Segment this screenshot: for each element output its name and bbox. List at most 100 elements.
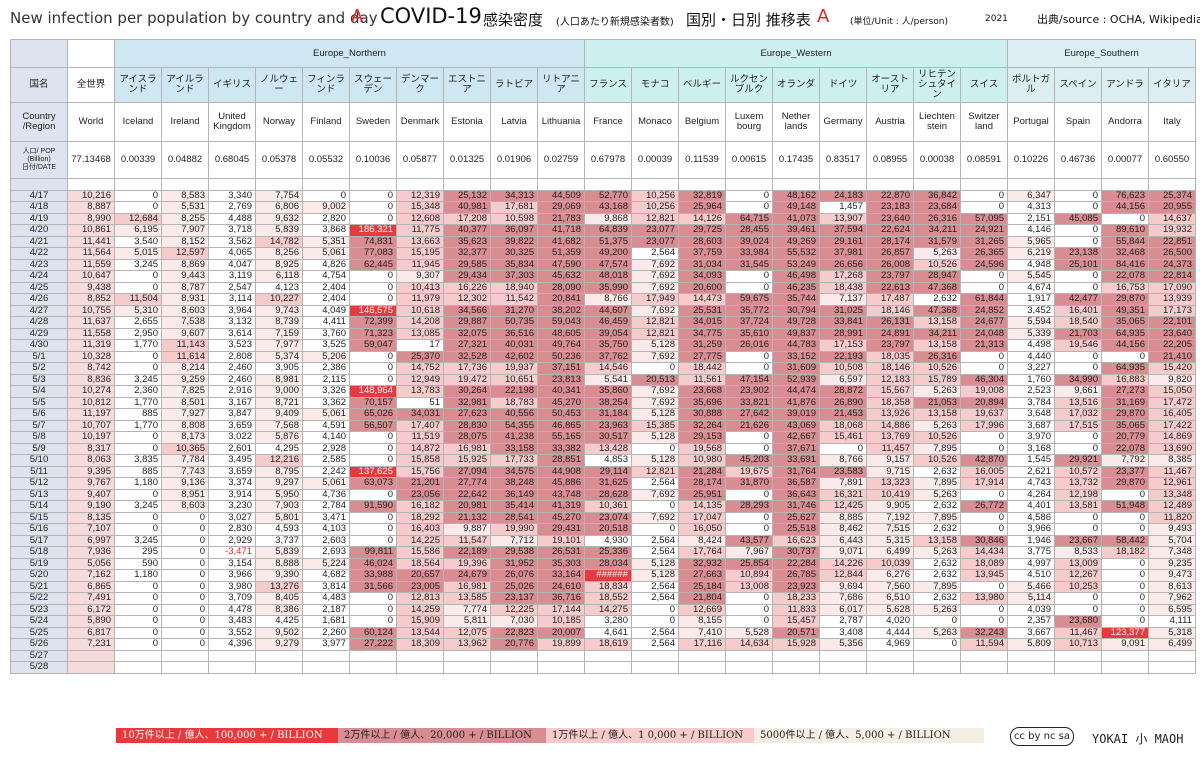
country-jp-row: 国名 全世界 アイスランド アイルランド イギリス ノルウェー フィンランド スウェーデン デン…	[10, 67, 1196, 103]
world-value: 8,135	[67, 511, 115, 524]
value-cell: 0	[725, 592, 773, 605]
value-cell: 5,015	[114, 247, 162, 260]
legend-level-4: 5000件以上 / 億人、5,000 + / BILLION	[754, 728, 984, 743]
value-cell: 2,564	[631, 546, 679, 559]
value-cell: 12,425	[819, 500, 867, 513]
pop-date-label: 人口/ POP (Billion) 日付/DATE	[10, 141, 68, 179]
world-value: 9,767	[67, 477, 115, 490]
value-cell: 2,632	[913, 569, 961, 582]
country-name-en: Monaco	[631, 102, 679, 142]
spacer-cell	[396, 178, 444, 191]
value-cell: 35,990	[584, 281, 632, 294]
value-cell: 21,132	[443, 511, 491, 524]
value-cell: 28,603	[678, 235, 726, 248]
value-cell: 1,180	[114, 569, 162, 582]
value-cell	[725, 649, 773, 662]
value-cell: 590	[114, 557, 162, 570]
value-cell: 41,319	[537, 500, 585, 513]
value-cell: 0	[349, 270, 397, 283]
value-cell: 48,605	[537, 327, 585, 340]
value-cell: 6,499	[1148, 638, 1196, 651]
value-cell: 0	[114, 638, 162, 651]
value-cell	[1101, 649, 1149, 662]
world-value: 10,197	[67, 431, 115, 444]
value-cell: 5,128	[631, 557, 679, 570]
country-pop: 0.05378	[255, 141, 303, 179]
value-cell: 0	[1054, 592, 1102, 605]
value-cell: 31,764	[772, 465, 820, 478]
value-cell: 2,404	[302, 293, 350, 306]
value-cell: 7,159	[255, 327, 303, 340]
value-cell: 7,712	[490, 534, 538, 547]
value-cell: 65,026	[349, 408, 397, 421]
region-row: Europe_Northern Europe_Western Europe_Sout…	[10, 39, 1196, 68]
value-cell: 46,498	[772, 270, 820, 283]
value-cell: 11,467	[1148, 465, 1196, 478]
corner-cell	[10, 39, 68, 68]
value-cell: 2,693	[302, 546, 350, 559]
value-cell: ######	[584, 569, 632, 582]
value-cell: 42,667	[772, 431, 820, 444]
value-cell: 8,214	[161, 362, 209, 375]
value-cell: 0	[725, 488, 773, 501]
value-cell: 51,359	[537, 247, 585, 260]
value-cell: 27,623	[443, 408, 491, 421]
value-cell: 10,419	[866, 488, 914, 501]
date-cell: 5/23	[10, 603, 68, 616]
value-cell: 20,894	[960, 396, 1008, 409]
value-cell: 0	[114, 201, 162, 214]
value-cell: 13,009	[1054, 557, 1102, 570]
value-cell: 14,637	[1148, 212, 1196, 225]
value-cell	[1054, 649, 1102, 662]
value-cell: 0	[725, 431, 773, 444]
value-cell: 2,632	[913, 523, 961, 536]
date-cell: 5/12	[10, 477, 68, 490]
value-cell: 0	[161, 569, 209, 582]
value-cell: 7,692	[631, 350, 679, 363]
value-cell: 7,692	[631, 396, 679, 409]
table-row: 5/9 8,317 0 10,365 2,601 4,295 2,928 0 14,872 16,…	[10, 442, 1196, 455]
value-cell: 28,628	[584, 488, 632, 501]
country-pop: 0.04882	[161, 141, 209, 179]
table-row: 4/20 10,861 6,195 7,907 3,718 5,839 3,868 186,3…	[10, 224, 1196, 237]
value-cell: 17,733	[490, 454, 538, 467]
value-cell: 14,434	[960, 546, 1008, 559]
value-cell: 18,146	[866, 304, 914, 317]
country-pop: 0.00077	[1101, 141, 1149, 179]
value-cell: 23,138	[1054, 247, 1102, 260]
value-cell: 10,526	[913, 362, 961, 375]
spacer-cell	[302, 178, 350, 191]
value-cell: 17,681	[490, 201, 538, 214]
value-cell: 3,980	[208, 580, 256, 593]
value-cell: 5,263	[913, 546, 961, 559]
value-cell: 2,115	[302, 373, 350, 386]
spacer-cell	[584, 178, 632, 191]
table-row: 5/10 8,063 3,835 7,784 3,495 12,216 2,585 0 15,8…	[10, 454, 1196, 467]
value-cell: 17,996	[960, 419, 1008, 432]
value-cell: 24,852	[960, 304, 1008, 317]
value-cell: 11,561	[678, 373, 726, 386]
value-cell: 23,640	[866, 212, 914, 225]
value-cell: 19,937	[490, 362, 538, 375]
value-cell: 47,574	[584, 258, 632, 271]
value-cell: 0	[960, 270, 1008, 283]
value-cell: 32,932	[678, 557, 726, 570]
value-cell: 0	[631, 500, 679, 513]
date-cell: 5/14	[10, 500, 68, 513]
value-cell: 3,966	[1007, 523, 1055, 536]
date-cell: 4/29	[10, 327, 68, 340]
value-cell: 17,422	[1148, 419, 1196, 432]
value-cell: 84,416	[1101, 258, 1149, 271]
value-cell: 13,008	[725, 580, 773, 593]
country-name-en: Latvia	[490, 102, 538, 142]
value-cell: 55,532	[772, 247, 820, 260]
date-cell: 5/21	[10, 580, 68, 593]
value-cell: 19,008	[960, 385, 1008, 398]
world-value: 9,438	[67, 281, 115, 294]
value-cell: 26,656	[819, 258, 867, 271]
value-cell: 3,709	[208, 592, 256, 605]
value-cell: 3,659	[208, 419, 256, 432]
value-cell: 22,198	[490, 385, 538, 398]
value-cell: 9,473	[1148, 569, 1196, 582]
value-cell: 18,564	[396, 557, 444, 570]
